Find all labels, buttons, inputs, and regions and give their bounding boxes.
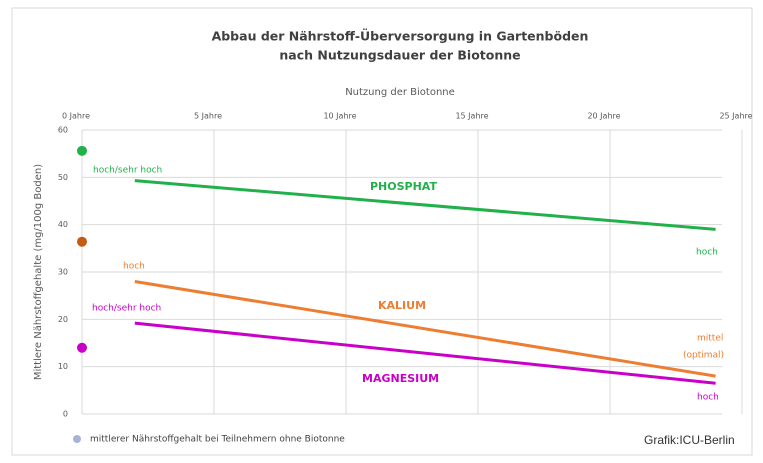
y-tick-label: 0 — [63, 410, 68, 419]
chart-title: Abbau der Nährstoff-Überversorgung in Ga… — [212, 29, 589, 44]
y-axis-label: Mittlere Nährstoffgehalte (mg/100g Boden… — [33, 164, 44, 380]
y-tick-label: 10 — [58, 362, 68, 371]
reference-point — [77, 342, 87, 353]
series-label: KALIUM — [378, 299, 426, 312]
reference-point — [77, 145, 87, 156]
series-label: MAGNESIUM — [362, 372, 439, 385]
series-line — [134, 179, 716, 231]
series-line — [134, 321, 716, 385]
legend-marker — [73, 435, 81, 443]
y-tick-label: 40 — [58, 220, 68, 229]
x-tick-label: 5 Jahre — [194, 112, 222, 121]
y-tick-label: 60 — [58, 126, 68, 135]
y-tick-label: 20 — [58, 315, 68, 324]
annotation: hoch/sehr hoch — [92, 304, 161, 314]
legend-label: mittlerer Nährstoffgehalt bei Teilnehmer… — [90, 435, 345, 445]
series-line — [134, 279, 716, 378]
y-tick-label: 50 — [58, 173, 68, 182]
y-tick-label: 30 — [58, 268, 68, 277]
annotation: (optimal) — [683, 351, 724, 361]
x-tick-label: 10 Jahre — [323, 112, 356, 121]
chart-frame — [11, 7, 753, 456]
annotation: mittel — [697, 334, 723, 344]
x-tick-label: 15 Jahre — [455, 112, 488, 121]
annotation: hoch — [123, 262, 145, 272]
annotation: hoch — [696, 248, 718, 258]
reference-point — [77, 236, 87, 247]
x-tick-label: 20 Jahre — [587, 112, 620, 121]
series-label: PHOSPHAT — [370, 180, 437, 193]
x-tick-label: 0 Jahre — [62, 112, 90, 121]
source: Grafik:ICU-Berlin — [644, 433, 735, 447]
annotation: hoch — [697, 393, 719, 403]
chart-title: nach Nutzungsdauer der Biotonne — [279, 48, 520, 63]
annotation: hoch/sehr hoch — [93, 166, 162, 176]
x-tick-label: 25 Jahre — [719, 112, 752, 121]
x-axis-label: Nutzung der Biotonne — [345, 87, 455, 98]
